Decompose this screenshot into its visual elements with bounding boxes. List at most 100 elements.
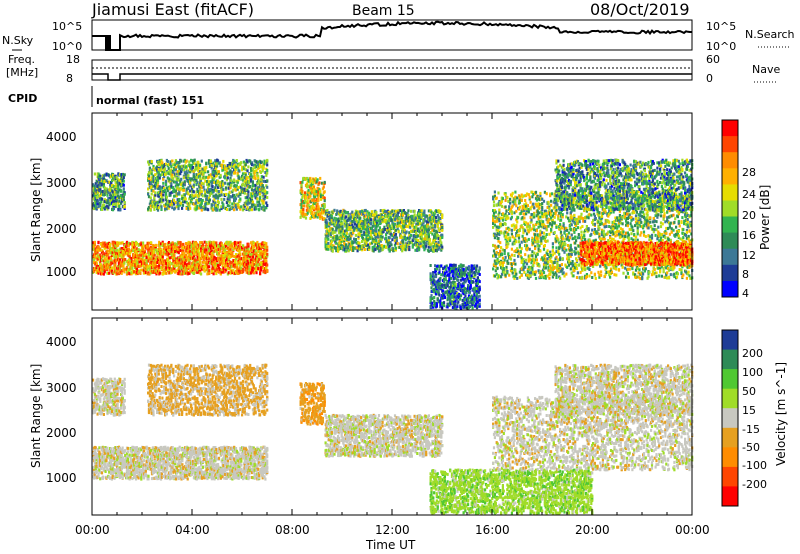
data-cell [120,199,124,203]
data-cell [112,207,115,211]
data-cell [192,190,195,194]
data-cell [226,176,229,180]
data-cell [248,180,251,184]
data-cell [234,255,238,259]
data-cell [93,172,96,176]
data-cell [250,163,254,167]
data-cell [120,189,123,193]
data-cell [174,250,177,253]
data-cell [200,241,204,245]
data-cell [182,168,185,172]
data-cell [388,224,391,228]
data-cell [115,198,118,202]
data-cell [193,263,196,267]
data-cell [165,186,168,190]
data-cell [214,164,217,168]
data-cell [240,266,243,270]
data-cell [219,272,222,276]
data-cell [251,269,254,273]
data-cell [199,244,202,248]
data-cell [113,268,116,271]
data-cell [216,208,219,212]
data-cell [327,241,330,245]
data-cell [173,188,176,192]
data-cell [215,272,218,276]
data-cell [108,256,111,260]
data-cell [210,251,213,255]
data-cell [198,191,202,195]
data-cell [174,201,177,204]
data-cell [261,184,264,188]
data-cell [185,187,188,191]
data-cell [132,249,135,253]
data-cell [199,241,202,244]
data-cell [92,247,96,251]
data-cell [121,241,124,245]
data-cell [159,252,163,256]
data-cell [239,193,242,197]
data-cell [266,263,269,267]
data-cell [228,208,231,212]
data-cell [162,249,165,253]
data-cell [369,221,373,225]
data-cell [225,245,228,249]
data-cell [391,238,394,242]
data-cell [215,203,218,207]
data-cell [138,264,141,268]
data-cell [236,180,239,184]
data-cell [135,241,138,245]
data-cell [169,203,172,207]
data-cell [122,179,125,183]
data-cell [99,269,102,273]
data-cell [92,183,95,187]
data-cell [363,248,366,251]
data-cell [242,244,245,248]
data-cell [200,181,203,185]
data-cell [164,183,168,187]
data-cell [375,211,378,214]
data-cell [97,203,100,207]
data-cell [256,193,259,197]
data-cell [192,252,196,256]
data-cell [147,178,150,182]
data-cell [177,272,180,276]
data-cell [222,206,225,210]
data-cell [258,244,261,248]
data-cell [215,193,218,197]
data-cell [241,178,245,182]
data-cell [265,242,268,246]
data-cell [109,247,113,250]
data-cell [142,260,146,264]
data-cell [213,188,216,192]
data-cell [94,252,97,256]
data-cell [154,204,157,208]
data-cell [181,184,185,188]
data-cell [186,244,189,248]
data-cell [190,158,193,162]
data-cell [150,257,154,261]
data-cell [192,175,195,178]
data-cell [179,241,182,245]
data-cell [207,208,210,212]
data-cell [111,197,115,201]
data-cell [135,251,138,255]
data-cell [181,200,185,204]
data-cell [114,205,117,209]
data-cell [210,175,213,179]
data-cell [182,188,185,192]
data-cell [181,261,184,264]
data-cell [233,208,236,212]
data-cell [251,180,254,184]
data-cell [113,240,116,244]
data-cell [227,271,230,275]
data-cell [317,198,320,202]
data-cell [224,270,227,274]
data-cell [214,159,217,163]
data-cell [203,166,206,170]
data-cell [99,253,102,257]
data-cell [164,191,168,195]
data-cell [113,193,116,197]
data-cell [176,202,179,206]
data-cell [176,263,179,267]
data-cell [122,187,125,191]
